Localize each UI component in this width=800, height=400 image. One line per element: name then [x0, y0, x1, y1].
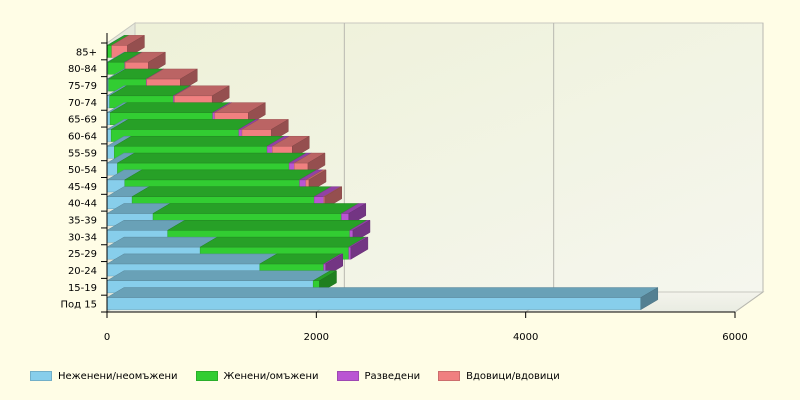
y-tick-label: 70-74: [68, 98, 97, 109]
y-tick-label: 65-69: [68, 115, 97, 126]
legend-label: Разведени: [364, 370, 421, 382]
y-tick-label: 50-54: [68, 165, 97, 176]
gridline-floor: [734, 291, 764, 313]
y-tick-label: 15-19: [68, 283, 97, 294]
y-tick-label: Под 15: [61, 300, 97, 311]
y-tick-label: 35-39: [68, 216, 97, 227]
y-tick-label: 30-34: [68, 232, 97, 243]
bar-segment-top: [199, 236, 367, 248]
y-tick-label: 40-44: [68, 199, 97, 210]
legend-item: Неженени/неомъжени: [30, 371, 178, 382]
bar-segment: [107, 45, 112, 58]
x-tick-label: 6000: [722, 332, 747, 343]
bar-segment: [106, 297, 642, 310]
legend-swatch: [336, 371, 359, 381]
bar-segment-top: [152, 203, 360, 214]
bar-segment-top: [106, 287, 659, 298]
x-tick-label: 2000: [304, 332, 329, 343]
legend-swatch: [438, 371, 461, 381]
y-tick-label: 55-59: [68, 148, 97, 159]
y-tick-label: 45-49: [68, 182, 97, 193]
legend-label: Неженени/неомъжени: [58, 370, 178, 382]
bar-segment-top: [123, 169, 318, 181]
bar-segment-side: [350, 236, 369, 260]
y-tick-label: 25-29: [68, 249, 97, 260]
bar-segment-top: [106, 270, 332, 281]
legend-swatch: [30, 371, 52, 381]
x-tick-label: 0: [104, 332, 110, 343]
y-tick-label: 20-24: [68, 266, 97, 277]
legend-label: Женени/омъжени: [223, 370, 319, 382]
y-tick-label: 60-64: [68, 131, 97, 142]
bar-segment-top: [110, 119, 257, 130]
legend-item: Вдовици/вдовици: [438, 371, 560, 382]
y-tick-label: 85+: [76, 47, 97, 58]
legend-label: Вдовици/вдовици: [466, 370, 560, 382]
bar-segment-top: [106, 236, 219, 248]
bar-segment-side: [640, 287, 659, 311]
bar-segment-top: [116, 152, 308, 164]
legend-item: Разведени: [336, 370, 421, 382]
legend: Неженени/неомъжени Женени/омъжени Разведен…: [30, 366, 560, 386]
y-tick-label: 80-84: [68, 64, 97, 75]
legend-swatch: [195, 371, 218, 381]
bar-segment-top: [109, 102, 231, 113]
y-tick-label: 75-79: [68, 81, 97, 92]
bar-segment-top: [106, 253, 278, 265]
bar-segment: [106, 145, 115, 159]
legend-item: Женени/омъжени: [195, 370, 319, 382]
bar-segment: [106, 162, 118, 176]
bar-segment: [106, 129, 112, 142]
bar-segment-top: [113, 135, 286, 147]
bar-segment-top: [166, 220, 368, 231]
x-tick-label: 4000: [513, 332, 538, 343]
bar-segment: [348, 246, 352, 260]
bar-segment-top: [131, 186, 333, 197]
